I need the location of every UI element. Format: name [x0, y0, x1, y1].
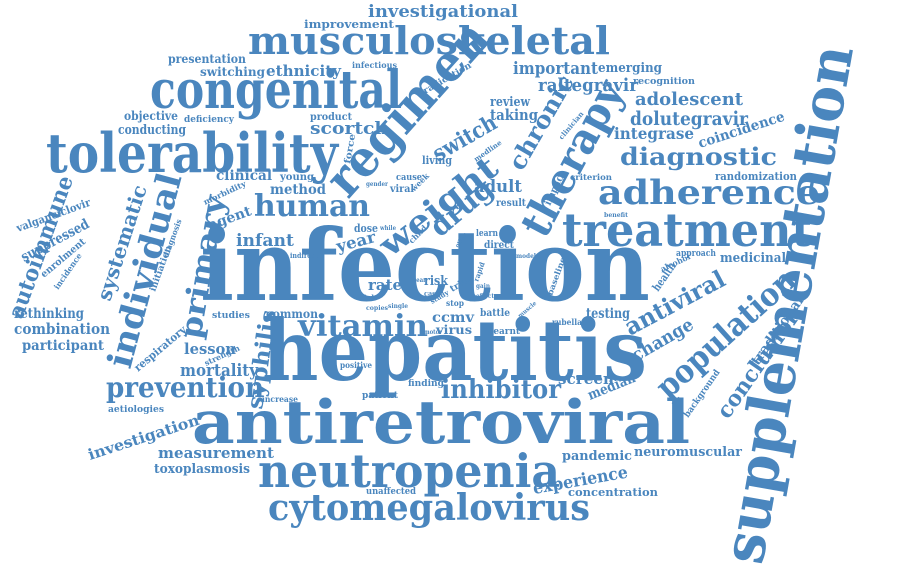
word-method: method: [270, 182, 326, 198]
word-inhibitor: inhibitor: [441, 375, 561, 405]
word-concentration: concentration: [568, 486, 658, 499]
word-clinical: clinical: [216, 168, 272, 184]
word-testing: testing: [586, 306, 630, 322]
word-effect: effect: [476, 293, 494, 300]
word-rethinking: rethinking: [14, 306, 84, 322]
word-tolerability: tolerability: [46, 121, 339, 185]
word-think: think: [356, 293, 376, 302]
word-positive: positive: [340, 360, 372, 370]
word-aetiologies: aetiologies: [108, 405, 164, 415]
word-dolutegravir: dolutegravir: [630, 108, 749, 130]
word-toxoplasmosis: toxoplasmosis: [154, 462, 250, 477]
word-medicinal: medicinal: [720, 251, 786, 266]
word-unaffected: unaffected: [366, 487, 417, 497]
word-review: review: [490, 95, 531, 110]
word-learn: learn: [476, 229, 498, 239]
word-finding: finding: [408, 379, 445, 389]
word-musculoskeletal: musculoskeletal: [248, 18, 610, 63]
word-diagnostic: diagnostic: [620, 142, 777, 171]
word-combination: combination: [14, 320, 110, 338]
word-infection: infection: [200, 209, 650, 324]
word-switching: switching: [200, 65, 266, 79]
word-ccmv: ccmv: [432, 310, 475, 326]
word-randomization: randomization: [715, 170, 797, 183]
word-motor: motor: [424, 329, 443, 336]
word-neuromuscular: neuromuscular: [634, 445, 742, 460]
word-important: important: [513, 59, 598, 79]
word-living: living: [422, 154, 452, 167]
word-integrase: integrase: [614, 124, 694, 143]
word-model: model: [516, 253, 537, 260]
word-copies: copies: [366, 305, 389, 312]
word-lesson: lesson: [184, 340, 236, 358]
word-improvement: improvement: [304, 18, 395, 31]
word-virus: virus: [435, 323, 472, 337]
word-measurement: measurement: [158, 444, 274, 462]
word-direct: direct: [484, 240, 514, 251]
word-neutropenia: neutropenia: [258, 444, 560, 498]
word-screen: screen: [558, 370, 614, 388]
word-adherence: adherence: [598, 173, 820, 213]
word-common: common: [266, 307, 318, 321]
word-cause: cause: [396, 173, 422, 183]
word-rubella: rubella: [552, 317, 582, 327]
word-criterion: criterion: [570, 172, 612, 182]
word-taking: taking: [490, 106, 538, 124]
word-treatment: treatment: [562, 203, 813, 257]
word-infant: infant: [236, 231, 294, 251]
word-studies: studies: [212, 311, 250, 321]
word-emerging: emerging: [598, 61, 662, 76]
word-ethnicity: ethnicity: [266, 62, 342, 80]
word-cytomegalovirus: cytomegalovirus: [268, 487, 590, 529]
word-prevention: prevention: [106, 371, 264, 404]
word-recognition: recognition: [633, 77, 695, 87]
word-indirect: indirect: [290, 251, 319, 260]
word-scortch: scortch: [310, 119, 388, 139]
word-raltegravir: raltegravir: [538, 75, 638, 96]
word-congenital: congenital: [150, 60, 402, 121]
word-stop: stop: [446, 298, 464, 308]
word-dose: dose: [354, 222, 378, 235]
word-objective: objective: [124, 109, 178, 123]
word-gain: gain: [476, 283, 491, 290]
word-result: result: [496, 198, 526, 209]
word-adult: adult: [474, 177, 522, 197]
word-rate: rate: [368, 276, 402, 294]
word-learnt: learnt: [490, 327, 521, 337]
word-patient: patient: [362, 391, 399, 401]
word-mortality: mortality: [180, 361, 259, 381]
word-single: single: [388, 303, 408, 310]
word-case: case: [424, 289, 440, 298]
word-risk: risk: [424, 274, 449, 289]
word-increase: increase: [262, 394, 298, 404]
word-benefit: benefit: [604, 212, 628, 219]
word-presentation: presentation: [168, 52, 246, 66]
word-conducting: conducting: [118, 123, 186, 138]
word-gender: gender: [366, 181, 389, 188]
word-investigational: investigational: [368, 2, 519, 22]
word-deficiency: deficiency: [184, 115, 235, 125]
word-product: product: [310, 112, 352, 123]
word-human: human: [254, 189, 370, 224]
word-young: young: [279, 172, 314, 183]
word-adolescent: adolescent: [635, 89, 744, 110]
word-participant: participant: [22, 338, 104, 354]
word-pandemic: pandemic: [562, 449, 632, 464]
word-hepatitis: hepatitis: [262, 301, 647, 400]
word-while: while: [379, 225, 396, 232]
word-linear: linear: [408, 277, 427, 284]
word-viral: viral: [389, 184, 414, 195]
word-approach: approach: [676, 249, 716, 259]
word-vitamin: vitamin: [297, 309, 428, 344]
word-infectious: infectious: [352, 60, 397, 70]
word-battle: battle: [480, 308, 510, 319]
word-antiretroviral: antiretroviral: [192, 388, 690, 458]
